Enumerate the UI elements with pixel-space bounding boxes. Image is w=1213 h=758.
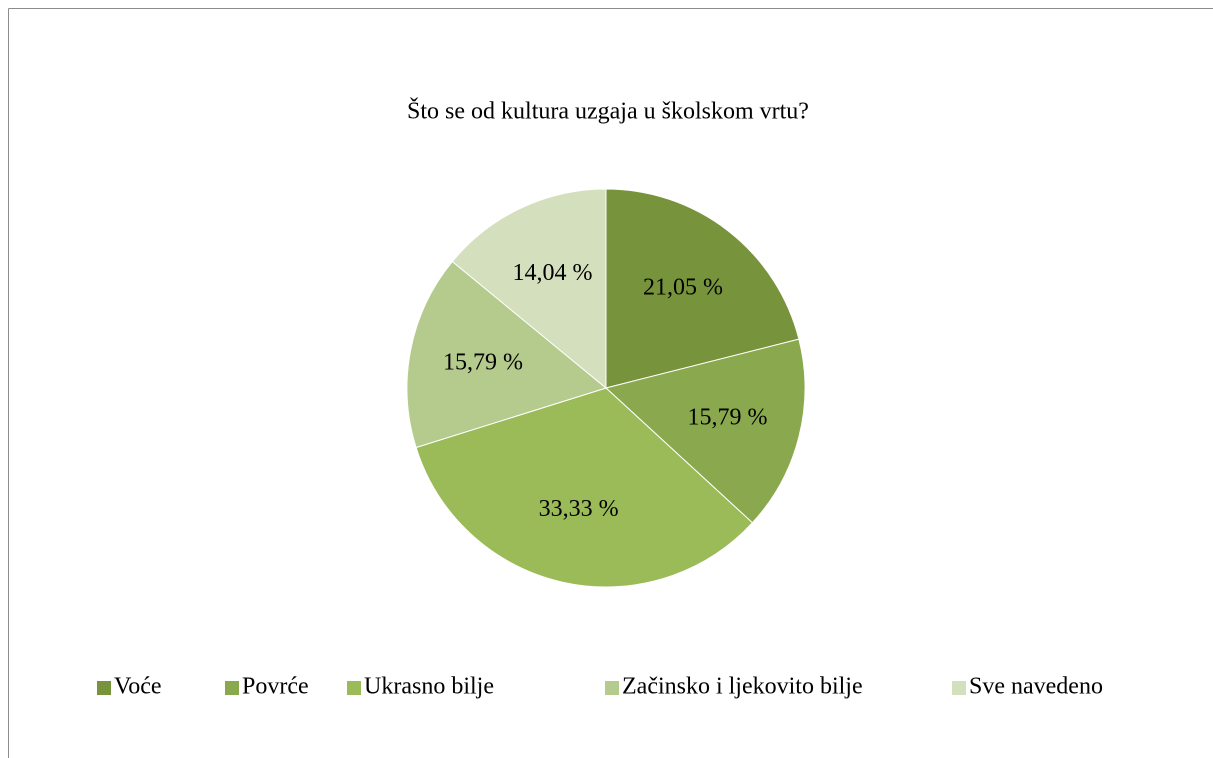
pie-slice	[406, 260, 608, 449]
data-label: 14,04 %	[512, 260, 592, 286]
pie-slice	[605, 188, 800, 389]
pie-slice	[604, 338, 806, 524]
legend-swatch	[347, 681, 361, 695]
legend-label: Povrće	[242, 674, 309, 700]
pie-slice	[451, 188, 607, 390]
data-label: 15,79 %	[443, 350, 523, 376]
pie-slice	[415, 387, 754, 588]
legend-swatch	[605, 681, 619, 695]
data-label: 21,05 %	[643, 275, 723, 301]
legend-label: Začinsko i ljekovito bilje	[622, 674, 863, 700]
legend-swatch	[952, 681, 966, 695]
legend-label: Voće	[114, 674, 162, 700]
legend-label: Ukrasno bilje	[364, 674, 494, 700]
data-label: 33,33 %	[539, 496, 619, 522]
data-label: 15,79 %	[688, 404, 768, 430]
chart-title: Što se od kultura uzgaja u školskom vrtu…	[407, 98, 809, 125]
legend-label: Sve navedeno	[969, 674, 1103, 700]
legend-swatch	[225, 681, 239, 695]
legend-swatch	[97, 681, 111, 695]
